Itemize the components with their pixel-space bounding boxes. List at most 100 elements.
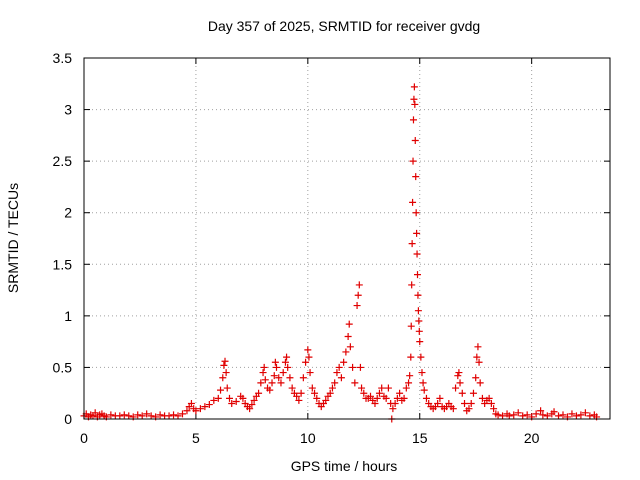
y-tick-label: 3.5 xyxy=(53,50,73,66)
chart-title: Day 357 of 2025, SRMTID for receiver gvd… xyxy=(208,18,480,34)
data-point xyxy=(407,353,415,361)
data-point xyxy=(165,412,173,420)
data-point xyxy=(311,389,319,397)
x-tick-label: 5 xyxy=(192,430,200,446)
data-point xyxy=(420,386,428,394)
data-point xyxy=(405,379,413,387)
data-point xyxy=(409,198,417,206)
data-point xyxy=(268,379,276,387)
data-point xyxy=(505,412,513,420)
data-point xyxy=(107,411,115,419)
data-point xyxy=(456,379,464,387)
data-point xyxy=(409,116,417,124)
data-point xyxy=(183,407,191,415)
data-point xyxy=(422,394,430,402)
data-point xyxy=(408,240,416,248)
data-point xyxy=(469,389,477,397)
data-point xyxy=(485,394,493,402)
y-tick-label: 3 xyxy=(64,102,72,118)
data-point xyxy=(349,363,357,371)
data-point xyxy=(221,357,229,365)
data-point xyxy=(156,411,164,419)
data-point xyxy=(255,389,263,397)
data-point xyxy=(219,374,227,382)
data-point xyxy=(138,412,146,420)
data-point xyxy=(305,353,313,361)
data-point xyxy=(419,379,427,387)
y-tick-label: 0 xyxy=(64,411,72,427)
data-point xyxy=(271,358,279,366)
data-point xyxy=(550,408,558,416)
data-point xyxy=(559,411,567,419)
data-point xyxy=(417,353,425,361)
data-point xyxy=(499,412,507,420)
data-point xyxy=(353,302,361,310)
data-points xyxy=(80,83,601,423)
data-point xyxy=(308,384,316,392)
data-point xyxy=(412,173,420,181)
data-point xyxy=(239,394,247,402)
data-point xyxy=(360,389,368,397)
data-point xyxy=(490,405,498,413)
data-point xyxy=(201,403,209,411)
data-point xyxy=(384,384,392,392)
data-point xyxy=(455,369,463,377)
data-point xyxy=(214,394,222,402)
data-point xyxy=(402,384,410,392)
data-point xyxy=(246,405,254,413)
data-point xyxy=(434,400,442,408)
data-point xyxy=(414,291,422,299)
data-point xyxy=(375,389,383,397)
data-point xyxy=(328,384,336,392)
data-point xyxy=(260,363,268,371)
data-point xyxy=(407,322,415,330)
data-point xyxy=(467,400,475,408)
data-point xyxy=(475,358,483,366)
data-point xyxy=(478,394,486,402)
data-point xyxy=(306,369,314,377)
data-point xyxy=(465,405,473,413)
data-point xyxy=(281,358,289,366)
data-point xyxy=(250,396,258,404)
x-axis-label: GPS time / hours xyxy=(291,458,398,474)
data-point xyxy=(346,343,354,351)
data-point xyxy=(297,389,305,397)
data-point xyxy=(261,376,269,384)
x-tick-label: 0 xyxy=(80,430,88,446)
data-point xyxy=(413,250,421,258)
y-tick-label: 2 xyxy=(64,205,72,221)
data-point xyxy=(494,411,502,419)
data-point xyxy=(283,353,291,361)
data-point xyxy=(333,369,341,377)
data-point xyxy=(452,384,460,392)
data-point xyxy=(586,412,594,420)
plot-frame xyxy=(83,57,611,420)
data-point xyxy=(354,291,362,299)
data-point xyxy=(342,348,350,356)
data-point xyxy=(487,400,495,408)
data-point xyxy=(134,411,142,419)
data-point xyxy=(356,363,364,371)
data-point xyxy=(510,411,518,419)
data-point xyxy=(414,307,422,315)
x-tick-label: 10 xyxy=(300,430,316,446)
data-point xyxy=(519,412,527,420)
data-point xyxy=(577,411,585,419)
y-tick-label: 0.5 xyxy=(53,359,73,375)
data-point xyxy=(116,412,124,420)
data-point xyxy=(472,374,480,382)
data-point xyxy=(410,95,418,103)
data-point xyxy=(367,392,375,400)
data-point xyxy=(277,379,285,387)
data-point xyxy=(418,369,426,377)
y-tick-label: 2.5 xyxy=(53,153,73,169)
data-point xyxy=(270,372,278,380)
data-point xyxy=(568,410,576,418)
data-point xyxy=(391,400,399,408)
data-point xyxy=(539,411,547,419)
data-point xyxy=(322,396,330,404)
data-point xyxy=(272,363,280,371)
data-point xyxy=(187,400,195,408)
data-point xyxy=(174,412,182,420)
